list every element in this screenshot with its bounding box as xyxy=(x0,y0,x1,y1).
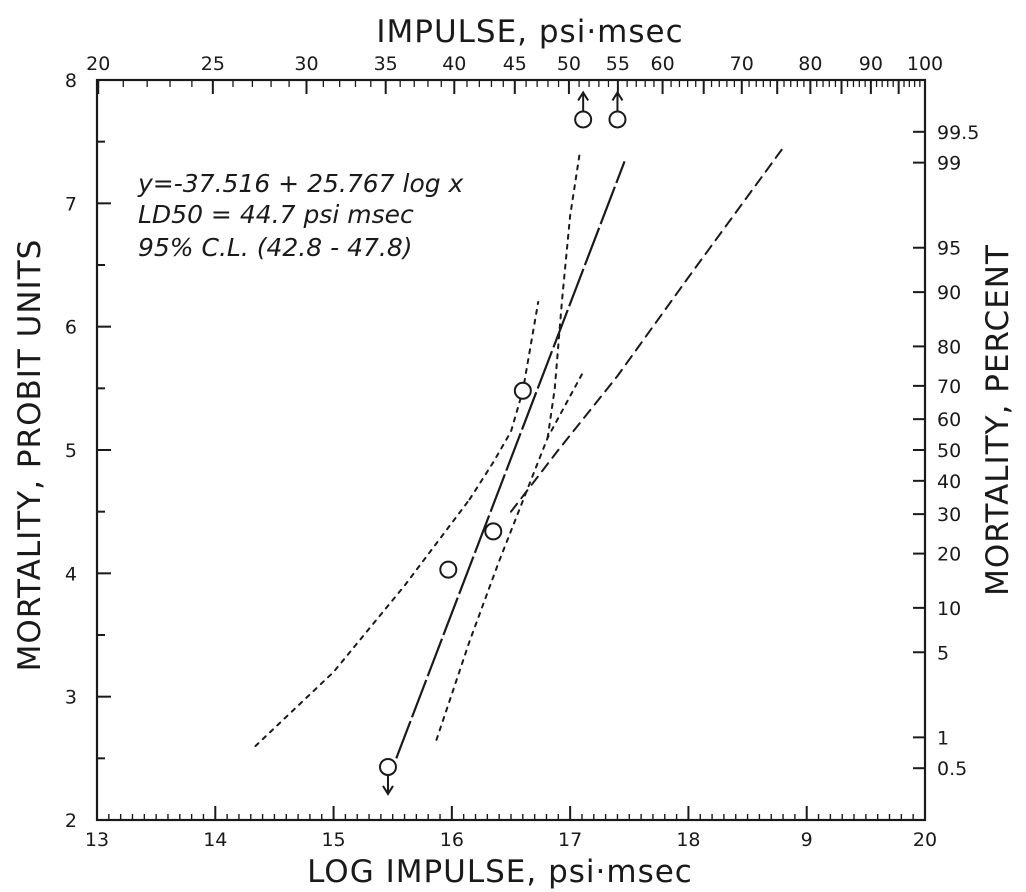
left-tick-label: 6 xyxy=(65,317,77,339)
confidence-band xyxy=(435,368,586,741)
bottom-tick-label: 13 xyxy=(85,829,109,851)
left-tick-label: 8 xyxy=(65,70,77,92)
right-tick-label: 95 xyxy=(937,238,961,260)
left-tick-label: 5 xyxy=(65,440,77,462)
data-point xyxy=(513,381,532,400)
left-tick-label: 7 xyxy=(65,193,77,215)
top-tick-label: 55 xyxy=(606,53,630,75)
right-tick-label: 5 xyxy=(937,642,949,664)
right-tick-label: 50 xyxy=(937,440,961,462)
right-tick-label: 60 xyxy=(937,409,961,431)
right-tick-label: 80 xyxy=(937,336,961,358)
right-tick-label: 99.5 xyxy=(937,122,979,144)
top-tick-label: 35 xyxy=(374,53,398,75)
bottom-axis-title: LOG IMPULSE, psi·msec xyxy=(307,854,693,890)
top-tick-label: 70 xyxy=(730,53,754,75)
data-point xyxy=(574,110,593,129)
confidence-band xyxy=(510,146,785,513)
top-tick-label: 80 xyxy=(798,53,822,75)
data-point xyxy=(439,560,458,579)
top-tick-label: 25 xyxy=(201,53,225,75)
data-point xyxy=(608,110,627,129)
right-tick-label: 0.5 xyxy=(937,758,967,780)
right-tick-label: 1 xyxy=(937,727,949,749)
bottom-tick-label: 17 xyxy=(558,829,582,851)
ld50-annotation: LD50 = 44.7 psi msec xyxy=(138,200,414,229)
left-tick-label: 2 xyxy=(65,810,77,832)
equation-annotation: y=-37.516 + 25.767 log x xyxy=(137,169,464,198)
censor-arrow-head xyxy=(611,90,624,101)
confidence-limits-annotation: 95% C.L. (42.8 - 47.8) xyxy=(138,233,413,262)
bottom-tick-label: 15 xyxy=(321,829,345,851)
data-point xyxy=(484,522,503,541)
bottom-tick-label: 20 xyxy=(913,829,937,851)
regression-line xyxy=(395,161,626,759)
bottom-tick-label: 16 xyxy=(440,829,464,851)
right-tick-label: 10 xyxy=(937,598,961,620)
data-point xyxy=(378,757,397,776)
top-tick-label: 50 xyxy=(557,53,581,75)
top-tick-label: 60 xyxy=(650,53,674,75)
series-layer xyxy=(254,90,785,796)
top-tick-label: 100 xyxy=(907,53,943,75)
right-tick-label: 90 xyxy=(937,282,961,304)
top-tick-label: 90 xyxy=(859,53,883,75)
right-tick-label: 70 xyxy=(937,376,961,398)
top-tick-label: 40 xyxy=(442,53,466,75)
top-tick-label: 20 xyxy=(86,53,110,75)
top-axis-title: IMPULSE, psi·msec xyxy=(376,14,683,50)
bottom-tick-label: 9 xyxy=(801,829,813,851)
right-tick-label: 40 xyxy=(937,471,961,493)
left-axis-title: MORTALITY, PROBIT UNITS xyxy=(12,239,48,672)
confidence-band xyxy=(468,301,540,501)
right-tick-label: 30 xyxy=(937,504,961,526)
censor-arrow-head xyxy=(382,785,394,796)
top-tick-label: 45 xyxy=(503,53,527,75)
bottom-tick-label: 18 xyxy=(676,829,700,851)
right-tick-label: 20 xyxy=(937,544,961,566)
left-tick-label: 3 xyxy=(65,687,77,709)
confidence-band xyxy=(254,498,471,747)
left-tick-label: 4 xyxy=(65,563,77,585)
top-tick-label: 30 xyxy=(294,53,318,75)
censor-arrow-head xyxy=(577,90,590,101)
right-tick-label: 99 xyxy=(937,153,961,175)
confidence-band xyxy=(546,153,581,439)
right-axis-title: MORTALITY, PERCENT xyxy=(980,244,1016,596)
bottom-tick-label: 14 xyxy=(203,829,227,851)
